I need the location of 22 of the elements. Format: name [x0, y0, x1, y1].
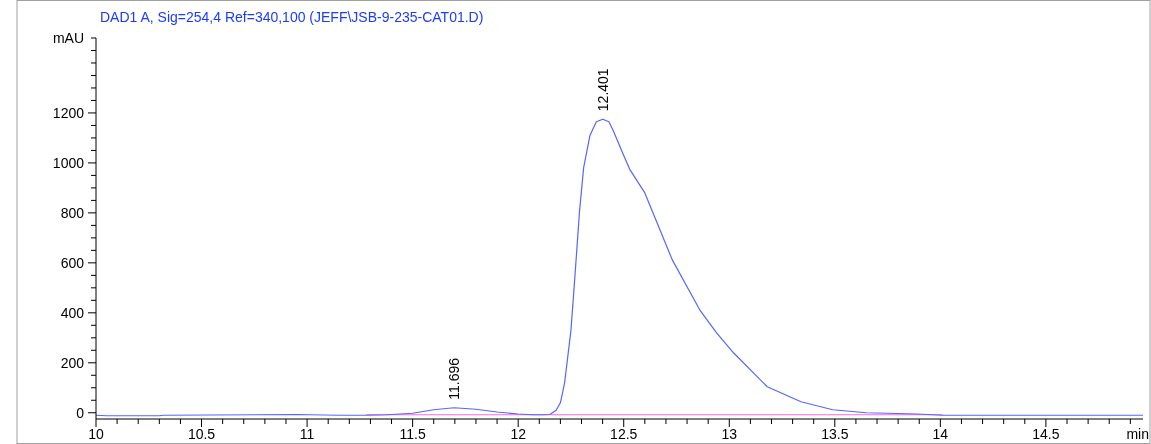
y-tick-label: 800 — [60, 204, 85, 221]
y-axis-title: mAU — [52, 29, 84, 46]
x-tick-label: 13.5 — [821, 426, 849, 442]
chart-title: DAD1 A, Sig=254,4 Ref=340,100 (JEFF\JSB-9-235-CAT01.D) — [100, 9, 484, 25]
x-tick-label: 14 — [932, 426, 949, 442]
x-tick-label: 10.5 — [187, 426, 216, 442]
x-axis-title: min — [1126, 426, 1149, 442]
x-tick-label: 12 — [510, 426, 527, 442]
y-tick-label: 200 — [60, 354, 85, 371]
x-tick-label: 12.5 — [610, 426, 638, 442]
x-tick-label: 14.5 — [1032, 426, 1060, 442]
annotation: 12.401 — [594, 68, 611, 112]
y-tick-label: 1000 — [52, 154, 85, 171]
x-tick-label: 13 — [721, 426, 738, 442]
y-tick-label: 0 — [76, 404, 85, 421]
y-tick-label: 1200 — [52, 104, 85, 121]
annotation: 11.696 — [446, 357, 463, 400]
y-tick-label: 400 — [60, 304, 85, 321]
x-tick-label: 11 — [299, 426, 315, 442]
x-tick-label: 10 — [88, 426, 104, 442]
x-tick-label: 11.5 — [399, 426, 426, 442]
y-tick-label: 600 — [60, 254, 85, 271]
